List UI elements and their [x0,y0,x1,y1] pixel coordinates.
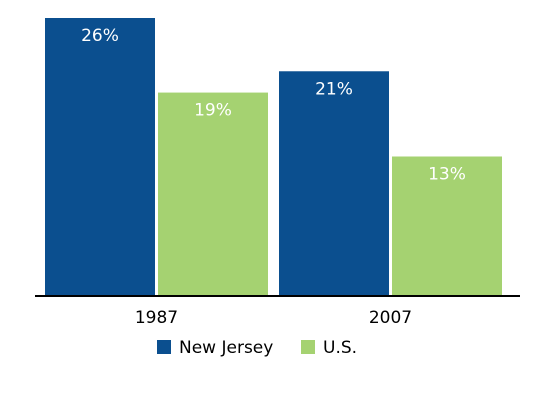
legend-label: U.S. [323,338,357,358]
legend-label: New Jersey [179,338,273,358]
bar [279,71,389,296]
bar [45,18,155,295]
value-label: 26% [81,26,119,46]
value-label: 19% [194,101,232,121]
legend-swatch [301,340,315,354]
bar [158,92,268,295]
legend-swatch [157,340,171,354]
bar [392,156,502,295]
x-tick-label: 2007 [369,308,412,328]
x-tick-label: 1987 [135,308,178,328]
value-label: 21% [315,79,353,99]
value-label: 13% [428,165,466,185]
